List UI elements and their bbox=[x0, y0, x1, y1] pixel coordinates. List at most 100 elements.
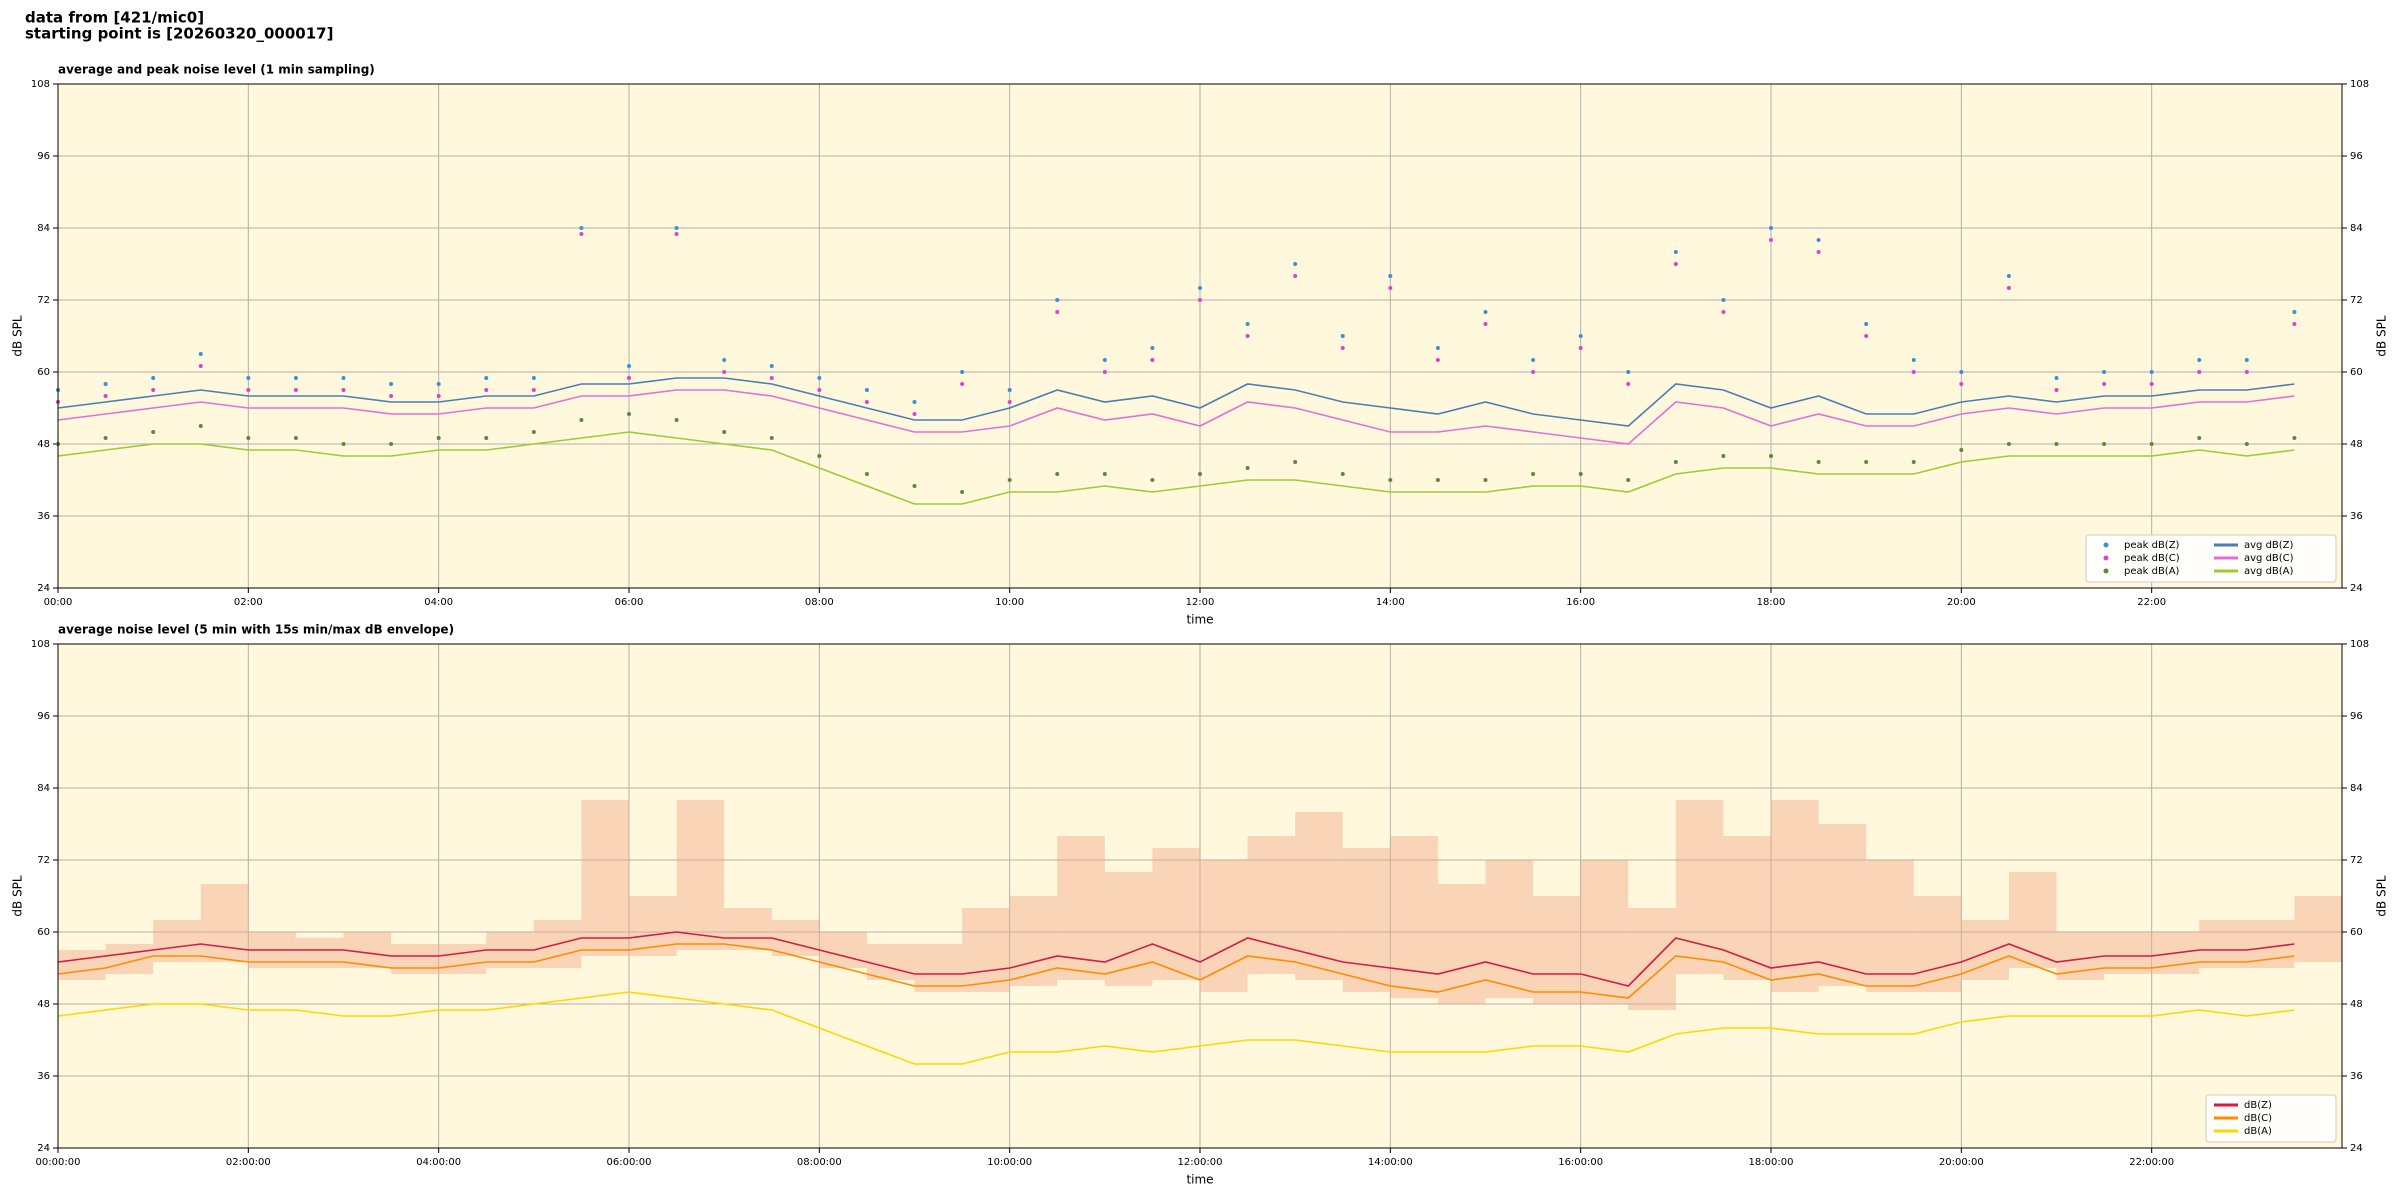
peak-point bbox=[1388, 274, 1393, 278]
peak-point bbox=[1435, 346, 1440, 350]
peak-point bbox=[2006, 442, 2011, 446]
peak-point bbox=[627, 412, 631, 416]
peak-point bbox=[1864, 322, 1869, 326]
legend: dB(Z) dB(C) dB(A) bbox=[2205, 1094, 2337, 1143]
envelope-band bbox=[1485, 860, 1534, 998]
peak-point bbox=[674, 232, 679, 236]
peak-point bbox=[198, 352, 203, 356]
y-tick-label: 24 bbox=[37, 1143, 50, 1154]
peak-point bbox=[389, 394, 394, 398]
chart-title: average noise level (5 min with 15s min/… bbox=[58, 623, 454, 637]
peak-point bbox=[1578, 346, 1583, 350]
peak-point bbox=[198, 424, 203, 428]
series-line bbox=[57, 991, 2295, 1065]
peak-point bbox=[1198, 472, 1202, 476]
x-tick-label: 00:00 bbox=[44, 597, 73, 608]
y-tick-label: 72 bbox=[37, 295, 50, 306]
peak-point bbox=[1055, 298, 1060, 302]
y-axis-label: dB SPL bbox=[2375, 315, 2389, 357]
peak-point bbox=[1435, 358, 1440, 362]
peak-point bbox=[1483, 310, 1488, 314]
peak-point bbox=[2197, 358, 2202, 362]
peak-point bbox=[2292, 310, 2297, 314]
peak-point bbox=[1816, 460, 1821, 464]
peak-point bbox=[1007, 388, 1012, 392]
y-tick-label: 84 bbox=[37, 223, 50, 234]
peak-point bbox=[198, 364, 203, 368]
peak-point bbox=[579, 232, 584, 236]
peak-point bbox=[341, 442, 346, 446]
peak-point bbox=[1673, 250, 1678, 254]
envelope-band bbox=[1437, 884, 1486, 1004]
y-tick-label: 72 bbox=[2350, 855, 2363, 866]
peak-point bbox=[2244, 358, 2249, 362]
envelope-band bbox=[438, 944, 487, 974]
peak-point bbox=[1959, 448, 1964, 452]
peak-point bbox=[1435, 478, 1440, 482]
peak-point bbox=[722, 370, 727, 374]
envelope-band bbox=[1009, 896, 1058, 986]
envelope-band bbox=[2008, 872, 2057, 968]
peak-point bbox=[2102, 370, 2107, 374]
y-tick-label: 24 bbox=[2350, 1143, 2363, 1154]
envelope-band bbox=[391, 944, 439, 974]
peak-point bbox=[531, 430, 536, 434]
peak-point bbox=[1531, 370, 1536, 374]
envelope-band bbox=[629, 896, 677, 956]
peak-point bbox=[103, 436, 108, 440]
peak-point bbox=[769, 364, 774, 368]
envelope-band bbox=[2104, 932, 2152, 974]
envelope-band bbox=[2056, 932, 2105, 980]
peak-point bbox=[1102, 370, 1107, 374]
y-axis-label: dB SPL bbox=[2375, 875, 2389, 917]
peak-point bbox=[2149, 382, 2154, 386]
y-tick-label: 60 bbox=[2350, 927, 2363, 938]
x-tick-label: 18:00 bbox=[1757, 597, 1786, 608]
peak-point bbox=[341, 376, 346, 380]
envelope-band bbox=[1818, 824, 1867, 986]
envelope-band bbox=[1913, 896, 1962, 992]
series-line bbox=[57, 431, 2295, 505]
y-tick-label: 84 bbox=[2350, 783, 2363, 794]
legend-label: avg dB(C) bbox=[2244, 553, 2294, 564]
y-tick-label: 36 bbox=[2350, 511, 2363, 522]
legend-label: dB(Z) bbox=[2244, 1100, 2272, 1111]
x-tick-label: 10:00:00 bbox=[987, 1157, 1032, 1168]
chart: average and peak noise level (1 min samp… bbox=[11, 63, 2389, 627]
y-tick-label: 72 bbox=[37, 855, 50, 866]
envelope-band bbox=[1200, 860, 1248, 992]
y-tick-label: 60 bbox=[37, 367, 50, 378]
x-tick-label: 04:00 bbox=[424, 597, 453, 608]
peak-point bbox=[1626, 370, 1631, 374]
peak-point bbox=[912, 484, 917, 488]
legend-box bbox=[2085, 534, 2337, 583]
peak-point bbox=[484, 388, 489, 392]
y-tick-label: 96 bbox=[37, 151, 50, 162]
peak-point bbox=[1245, 322, 1250, 326]
legend-label: peak dB(A) bbox=[2124, 566, 2180, 577]
envelope-band bbox=[2294, 896, 2342, 962]
peak-point bbox=[1721, 298, 1726, 302]
peak-point bbox=[1245, 466, 1250, 470]
peak-point bbox=[1959, 370, 1964, 374]
peak-point bbox=[817, 388, 822, 392]
y-axis-label: dB SPL bbox=[11, 875, 25, 917]
peak-point bbox=[2102, 382, 2107, 386]
peak-point bbox=[864, 400, 869, 404]
peak-point bbox=[2197, 370, 2202, 374]
y-tick-label: 108 bbox=[31, 79, 50, 90]
peak-point bbox=[1721, 310, 1726, 314]
peak-point bbox=[1055, 310, 1060, 314]
peak-point bbox=[1531, 358, 1536, 362]
peak-point bbox=[293, 436, 298, 440]
peak-point bbox=[1626, 478, 1631, 482]
y-tick-label: 108 bbox=[31, 639, 50, 650]
peak-point bbox=[2244, 370, 2249, 374]
envelope-band bbox=[1723, 836, 1771, 980]
peak-point bbox=[1102, 472, 1107, 476]
y-tick-label: 108 bbox=[2350, 639, 2369, 650]
envelope-band bbox=[1866, 860, 1914, 992]
peak-point bbox=[912, 412, 917, 416]
chart: average noise level (5 min with 15s min/… bbox=[11, 623, 2389, 1187]
y-tick-label: 24 bbox=[37, 583, 50, 594]
